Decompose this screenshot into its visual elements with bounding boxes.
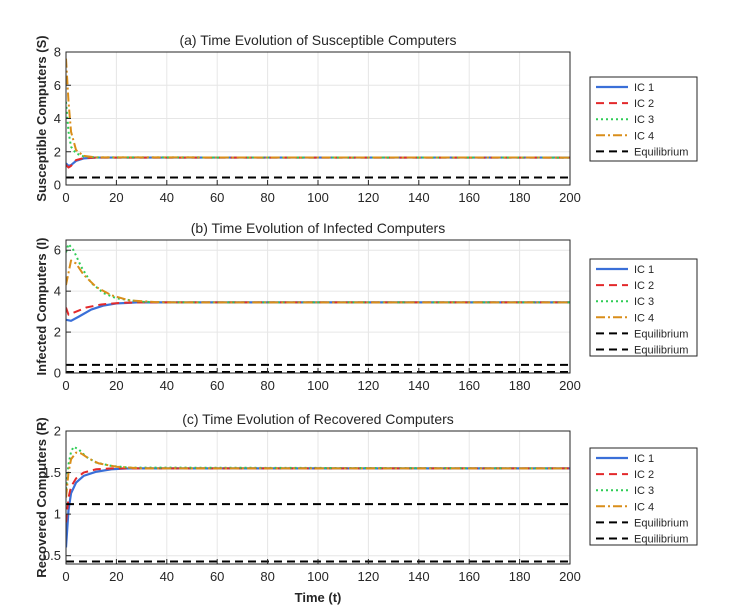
legend-label: IC 2	[634, 469, 654, 481]
x-tick-label: 180	[509, 569, 531, 584]
legend-box	[589, 258, 698, 357]
x-tick-label: 0	[62, 569, 69, 584]
x-axis-label: Time (t)	[295, 590, 342, 605]
legend-label: IC 4	[634, 501, 654, 513]
x-tick-label: 200	[559, 190, 581, 205]
x-tick-label: 200	[559, 378, 581, 393]
y-tick-label: 8	[54, 45, 61, 60]
series-line-ic-4	[66, 259, 570, 304]
legend-label: IC 4	[634, 130, 654, 142]
chart-title: (b) Time Evolution of Infected Computers	[191, 220, 445, 236]
legend-box	[589, 447, 698, 546]
y-tick-label: 0.5	[43, 548, 61, 563]
x-tick-label: 60	[210, 569, 224, 584]
x-tick-label: 160	[458, 569, 480, 584]
panel-1: 0 20 40 60 80 100 120 140 160 180 200 0 2 4 6 8 (a) Time…	[34, 32, 698, 205]
legend-label: Equilibrium	[634, 517, 688, 529]
panel-3: 0 20 40 60 80 100 120 140 160 180 200 0.5 1 1.5 2 (c) T…	[34, 411, 698, 605]
legend-label: IC 3	[634, 296, 654, 308]
grid	[65, 240, 571, 374]
y-tick-label: 0	[54, 178, 61, 193]
legend: IC 1 IC 2 IC 3 IC 4 Equilibrium Equilibrium	[589, 447, 698, 546]
x-tick-label: 0	[62, 378, 69, 393]
legend-label: IC 3	[634, 485, 654, 497]
y-axis-label: Recovered Computers (R)	[34, 417, 49, 577]
series-line-ic-2	[66, 301, 570, 316]
legend: IC 1 IC 2 IC 3 IC 4 Equilibrium Equilibrium	[589, 258, 698, 357]
y-tick-label: 1	[54, 507, 61, 522]
y-tick-label: 6	[54, 243, 61, 258]
y-axis-label: Infected Computers (I)	[34, 238, 49, 376]
y-axis-label: Susceptible Computers (S)	[34, 35, 49, 201]
x-tick-label: 180	[509, 378, 531, 393]
series-line-ic-2	[66, 156, 570, 169]
y-tick-label: 6	[54, 78, 61, 93]
x-tick-label: 100	[307, 378, 329, 393]
y-tick-label: 4	[54, 111, 61, 126]
series-line-ic-2	[66, 467, 570, 523]
legend-label: IC 3	[634, 114, 654, 126]
x-tick-label: 120	[358, 569, 380, 584]
x-tick-label: 20	[109, 378, 123, 393]
y-tick-label: 1.5	[43, 465, 61, 480]
legend: IC 1 IC 2 IC 3 IC 4 Equilibrium	[589, 76, 698, 162]
x-tick-label: 140	[408, 569, 430, 584]
series-line-ic-4	[66, 451, 570, 498]
series-line-ic-3	[66, 445, 570, 490]
x-tick-label: 60	[210, 378, 224, 393]
legend-label: Equilibrium	[634, 328, 688, 340]
legend-label: IC 1	[634, 264, 654, 276]
x-tick-label: 20	[109, 190, 123, 205]
series-line-ic-4	[66, 58, 570, 159]
x-tick-label: 160	[458, 378, 480, 393]
x-tick-label: 120	[358, 378, 380, 393]
x-tick-label: 140	[408, 378, 430, 393]
x-tick-label: 20	[109, 569, 123, 584]
x-tick-label: 140	[408, 190, 430, 205]
y-tick-label: 2	[54, 144, 61, 159]
legend-label: Equilibrium	[634, 345, 688, 357]
y-tick-label: 2	[54, 424, 61, 439]
legend-label: IC 2	[634, 280, 654, 292]
x-tick-label: 0	[62, 190, 69, 205]
x-tick-label: 120	[358, 190, 380, 205]
y-tick-label: 0	[54, 366, 61, 381]
x-tick-label: 40	[160, 378, 174, 393]
legend-label: IC 1	[634, 82, 654, 94]
series-line-ic-3	[66, 101, 570, 159]
x-tick-label: 180	[509, 190, 531, 205]
legend-label: IC 1	[634, 453, 654, 465]
y-tick-label: 4	[54, 284, 61, 299]
legend-label: IC 4	[634, 312, 654, 324]
x-tick-label: 40	[160, 569, 174, 584]
x-tick-label: 80	[260, 378, 274, 393]
chart-title: (c) Time Evolution of Recovered Computer…	[182, 411, 454, 427]
grid	[65, 430, 571, 564]
x-tick-label: 100	[307, 190, 329, 205]
legend-label: Equilibrium	[634, 146, 688, 158]
y-tick-label: 2	[54, 325, 61, 340]
x-tick-label: 160	[458, 190, 480, 205]
panel-2: 0 20 40 60 80 100 120 140 160 180 200 0 2 4 6 (b) Time …	[34, 220, 698, 393]
series-line-ic-1	[66, 301, 570, 322]
legend-label: Equilibrium	[634, 534, 688, 546]
x-tick-label: 40	[160, 190, 174, 205]
x-tick-label: 80	[260, 190, 274, 205]
legend-label: IC 2	[634, 98, 654, 110]
grid	[65, 51, 571, 186]
x-tick-label: 200	[559, 569, 581, 584]
series-group	[66, 58, 570, 179]
x-tick-label: 60	[210, 190, 224, 205]
chart-title: (a) Time Evolution of Susceptible Comput…	[179, 32, 456, 48]
x-tick-label: 80	[260, 569, 274, 584]
x-tick-label: 100	[307, 569, 329, 584]
